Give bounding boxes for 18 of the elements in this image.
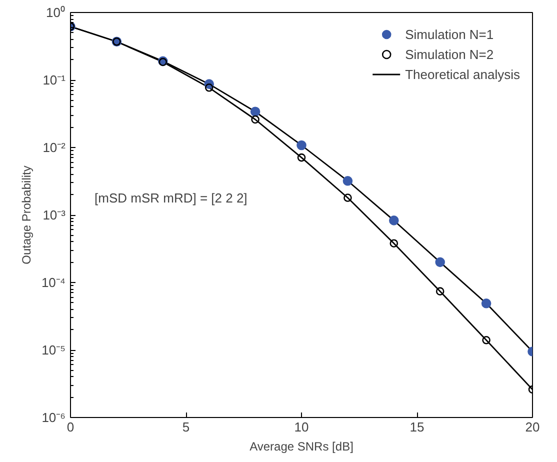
legend-label: Theoretical analysis (405, 66, 520, 82)
y-tick-label: 10⁻⁶ (42, 410, 66, 425)
y-tick-label: 10⁻² (42, 140, 66, 155)
x-tick-label: 10 (294, 420, 309, 434)
legend-label: Simulation N=1 (405, 26, 494, 42)
x-tick-label: 5 (182, 420, 190, 434)
y-tick-label: 10⁻¹ (42, 72, 66, 88)
x-axis-title: Average SNRs [dB] (250, 440, 354, 454)
y-tick-label: 10⁻⁴ (41, 275, 66, 290)
y-tick-label: 10⁰ (46, 5, 66, 20)
y-tick-label: 10⁻⁵ (42, 342, 66, 358)
y-axis-title: Outage Probability (19, 166, 34, 264)
x-tick-label: 20 (525, 420, 540, 434)
legend-label: Simulation N=2 (405, 46, 494, 62)
x-tick-label: 15 (410, 420, 424, 434)
annotation: [mSD mSR mRD] = [2 2 2] (94, 190, 248, 206)
x-tick-label: 0 (66, 420, 74, 434)
y-tick-label: 10⁻³ (42, 208, 66, 222)
